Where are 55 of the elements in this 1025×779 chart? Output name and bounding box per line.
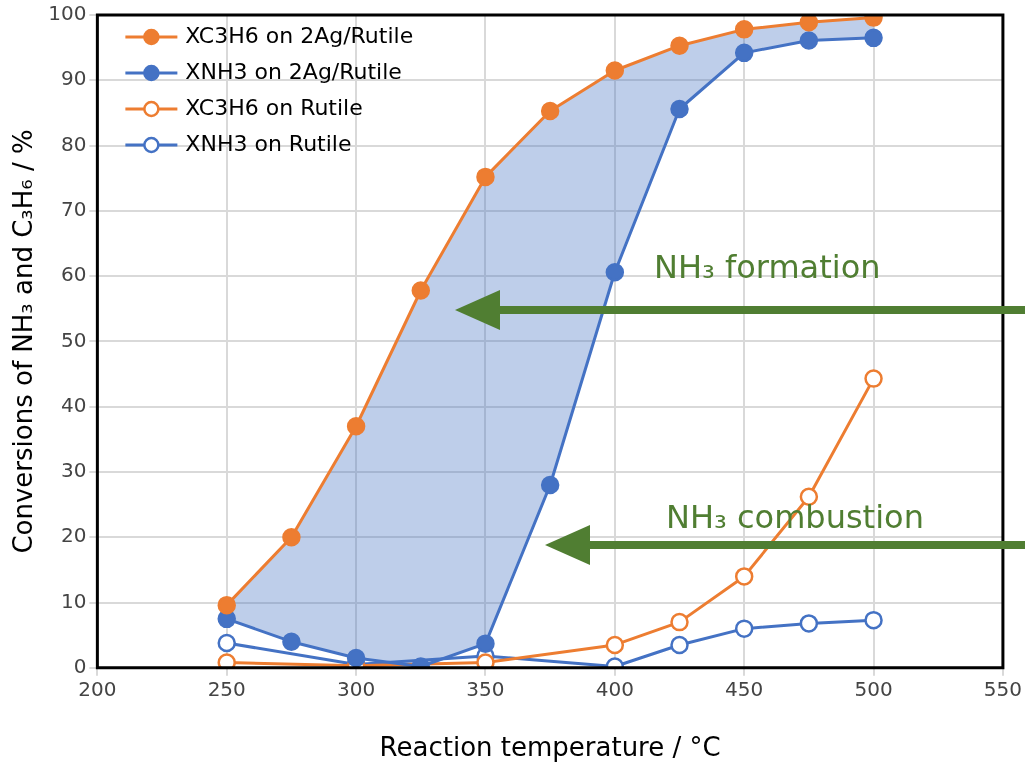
point [476, 167, 495, 187]
y-tick-label: 100 [48, 1, 87, 26]
x-tick-label: 400 [595, 677, 634, 701]
point [540, 101, 560, 121]
point [734, 43, 754, 63]
point [864, 610, 883, 630]
y-tick-label: 30 [60, 458, 87, 483]
annotation: NH₃ formation [653, 248, 882, 286]
point [670, 612, 689, 632]
point [734, 619, 754, 638]
y-tick-label: 50 [60, 327, 87, 352]
x-tick-label: 200 [78, 677, 117, 701]
point [799, 15, 819, 32]
point [540, 475, 560, 495]
point [670, 99, 689, 119]
x-tick-label: 550 [983, 677, 1023, 701]
point [670, 36, 689, 55]
point [864, 369, 883, 388]
point [605, 635, 625, 655]
legend-label: XC3H6 on Rutile [185, 94, 363, 120]
point [799, 31, 819, 50]
point [799, 614, 819, 633]
point [217, 595, 236, 615]
point [864, 28, 883, 48]
x-tick-label: 500 [854, 677, 893, 701]
point [605, 61, 625, 80]
point [282, 632, 301, 651]
y-tick-label: 40 [60, 392, 87, 417]
point [734, 20, 754, 39]
point [605, 262, 625, 282]
y-tick-label: 70 [60, 197, 87, 222]
point [217, 633, 236, 653]
x-tick-label: 350 [466, 677, 505, 701]
point [670, 635, 689, 655]
point [734, 567, 754, 586]
point [282, 527, 301, 547]
legend-label: XNH3 on 2Ag/Rutile [185, 58, 402, 84]
x-axis-title: Reaction temperature / °C [379, 732, 721, 763]
legend-label: XNH3 on Rutile [185, 130, 352, 156]
point [346, 417, 366, 436]
y-tick-label: 90 [60, 66, 87, 91]
y-tick-label: 10 [60, 588, 87, 613]
y-tick-label: 60 [60, 262, 87, 287]
point [217, 653, 236, 668]
y-axis-title: Conversions of NH₃ and C₃H₆ / % [8, 129, 39, 554]
x-tick-label: 450 [725, 677, 764, 701]
point [476, 653, 495, 668]
y-tick-label: 80 [60, 131, 87, 156]
x-tick-label: 250 [207, 677, 246, 701]
point [411, 281, 431, 300]
legend-label: XC3H6 on 2Ag/Rutile [185, 22, 414, 48]
point [476, 634, 495, 653]
x-tick-label: 300 [337, 677, 376, 701]
y-tick-label: 20 [60, 523, 87, 548]
y-tick-label: 0 [73, 654, 87, 678]
